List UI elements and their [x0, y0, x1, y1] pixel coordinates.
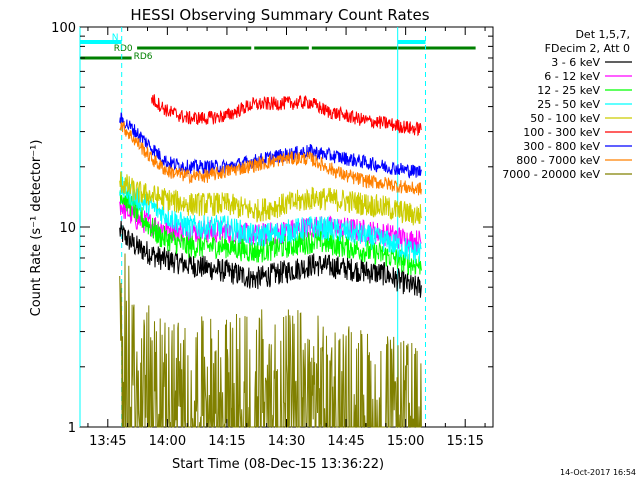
footer-timestamp: 14-Oct-2017 16:54: [560, 468, 636, 477]
legend-entry-label: 50 - 100 keV: [530, 112, 600, 125]
legend-entry-label: 3 - 6 keV: [551, 56, 600, 69]
y-tick-label: 10: [59, 221, 76, 236]
legend-header-line: Det 1,5,7,: [575, 28, 630, 41]
x-tick-label: 14:45: [327, 434, 364, 449]
legend-entry-label: 12 - 25 keV: [537, 84, 600, 97]
count-rate-series: [119, 94, 422, 428]
series-line-3: [119, 175, 422, 264]
series-line-4: [119, 171, 422, 226]
x-tick-label: 15:15: [446, 434, 483, 449]
legend-entry-label: 800 - 7000 keV: [516, 154, 600, 167]
legend-header-line: FDecim 2, Att 0: [545, 42, 630, 55]
legend-entry-label: 7000 - 20000 keV: [502, 168, 600, 181]
chart-title: HESSI Observing Summary Count Rates: [130, 6, 429, 24]
x-axis-label: Start Time (08-Dec-15 13:36:22): [172, 457, 384, 472]
y-axis-label: Count Rate (s⁻¹ detector⁻¹): [29, 140, 44, 317]
flag-label-n: N: [112, 33, 119, 43]
x-tick-label: 13:45: [89, 434, 126, 449]
x-tick-label: 14:15: [208, 434, 245, 449]
legend-entry-label: 25 - 50 keV: [537, 98, 600, 111]
legend-entry-label: 100 - 300 keV: [523, 126, 600, 139]
y-tick-label: 1: [68, 421, 76, 436]
legend-entry-label: 6 - 12 keV: [544, 70, 600, 83]
series-line-0: [119, 220, 422, 298]
y-tick-label: 100: [51, 21, 76, 36]
series-line-8: [119, 253, 422, 428]
series-line-7: [119, 121, 422, 196]
y-axis-ticks: 1 10 100: [51, 21, 493, 436]
x-tick-label: 14:00: [149, 434, 186, 449]
flag-label-rd0: RD0: [114, 44, 133, 54]
series-line-5: [151, 94, 422, 137]
series-line-2: [119, 190, 422, 276]
x-tick-label: 14:30: [268, 434, 305, 449]
legend-entry-label: 300 - 800 keV: [523, 140, 600, 153]
x-tick-label: 15:00: [387, 434, 424, 449]
flag-label-rd6: RD6: [134, 52, 153, 62]
series-line-1: [119, 197, 422, 253]
x-axis-ticks: 13:45 14:00 14:15 14:30 14:45 15:00 15:15: [87, 27, 486, 449]
